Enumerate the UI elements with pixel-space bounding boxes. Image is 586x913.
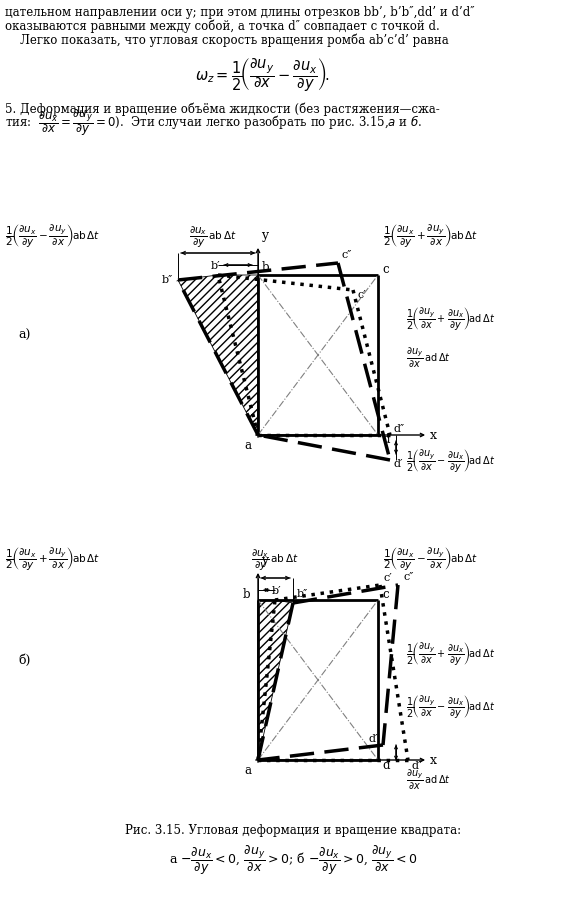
Text: c′: c′ — [384, 573, 393, 583]
Text: y: y — [261, 228, 268, 242]
Text: оказываются равными между собой, а точка d″ совпадает с точкой d.: оказываются равными между собой, а точка… — [5, 19, 440, 33]
Text: c: c — [382, 587, 389, 601]
Text: d′: d′ — [394, 459, 404, 469]
Text: $\dfrac{1}{2}\!\left(\dfrac{\partial u_x}{\partial y} - \dfrac{\partial u_y}{\pa: $\dfrac{1}{2}\!\left(\dfrac{\partial u_x… — [383, 544, 478, 572]
Text: $\dfrac{1}{2}\!\left(\dfrac{\partial u_x}{\partial y} + \dfrac{\partial u_y}{\pa: $\dfrac{1}{2}\!\left(\dfrac{\partial u_x… — [5, 544, 100, 572]
Text: $\dfrac{1}{2}\!\left(\dfrac{\partial u_y}{\partial x} + \dfrac{\partial u_x}{\pa: $\dfrac{1}{2}\!\left(\dfrac{\partial u_y… — [406, 305, 495, 331]
Text: тия:  $\dfrac{\partial u_x}{\partial x} = \dfrac{\partial u_y}{\partial y} = 0$): тия: $\dfrac{\partial u_x}{\partial x} =… — [5, 108, 423, 139]
Text: a: a — [244, 438, 251, 452]
Text: $\dfrac{\partial u_y}{\partial x}\,\mathrm{ad}\,\Delta t$: $\dfrac{\partial u_y}{\partial x}\,\math… — [406, 346, 451, 370]
Text: $\omega_z = \dfrac{1}{2}\!\left(\dfrac{\partial u_y}{\partial x} - \dfrac{\parti: $\omega_z = \dfrac{1}{2}\!\left(\dfrac{\… — [195, 56, 330, 92]
Text: x: x — [430, 428, 437, 442]
Text: $\dfrac{1}{2}\!\left(\dfrac{\partial u_y}{\partial x} - \dfrac{\partial u_x}{\pa: $\dfrac{1}{2}\!\left(\dfrac{\partial u_y… — [406, 446, 495, 474]
Text: 5. Деформация и вращение объёма жидкости (без растяжения—сжа-: 5. Деформация и вращение объёма жидкости… — [5, 102, 440, 116]
Text: d″: d″ — [394, 424, 405, 434]
Text: а): а) — [18, 329, 30, 341]
Text: y: y — [261, 553, 268, 566]
Text: d′: d′ — [369, 734, 378, 744]
Polygon shape — [178, 275, 258, 435]
Text: $\dfrac{\partial u_x}{\partial y}\,\mathrm{ab}\,\Delta t$: $\dfrac{\partial u_x}{\partial y}\,\math… — [251, 548, 299, 572]
Text: а $-\dfrac{\partial u_x}{\partial y} < 0$, $\dfrac{\partial u_y}{\partial x} > 0: а $-\dfrac{\partial u_x}{\partial y} < 0… — [169, 844, 417, 876]
Text: b: b — [243, 587, 250, 601]
Text: $\dfrac{1}{2}\!\left(\dfrac{\partial u_x}{\partial y} + \dfrac{\partial u_y}{\pa: $\dfrac{1}{2}\!\left(\dfrac{\partial u_x… — [383, 222, 478, 248]
Text: b″: b″ — [162, 275, 173, 285]
Polygon shape — [258, 600, 293, 760]
Text: b: b — [262, 260, 270, 274]
Text: б): б) — [18, 654, 30, 666]
Text: b′: b′ — [272, 586, 282, 596]
Text: Рис. 3.15. Угловая деформация и вращение квадрата:: Рис. 3.15. Угловая деформация и вращение… — [125, 824, 461, 836]
Text: b″: b″ — [297, 589, 308, 599]
Text: d″: d″ — [412, 761, 423, 771]
Text: $\dfrac{1}{2}\!\left(\dfrac{\partial u_y}{\partial x} + \dfrac{\partial u_x}{\pa: $\dfrac{1}{2}\!\left(\dfrac{\partial u_y… — [406, 639, 495, 666]
Text: $\dfrac{1}{2}\!\left(\dfrac{\partial u_x}{\partial y} - \dfrac{\partial u_y}{\pa: $\dfrac{1}{2}\!\left(\dfrac{\partial u_x… — [5, 222, 100, 248]
Text: c″: c″ — [403, 572, 413, 582]
Text: d: d — [382, 433, 390, 446]
Text: $\dfrac{\partial u_x}{\partial y}\,\mathrm{ab}\,\Delta t$: $\dfrac{\partial u_x}{\partial y}\,\math… — [189, 225, 237, 249]
Text: d: d — [382, 759, 390, 771]
Text: цательном направлении оси y; при этом длины отрезков bb’, b’b″,dd’ и d’d″: цательном направлении оси y; при этом дл… — [5, 5, 475, 18]
Text: b′: b′ — [211, 261, 221, 271]
Text: c′: c′ — [357, 290, 366, 300]
Text: x: x — [430, 753, 437, 767]
Text: Легко показать, что угловая скорость вращения ромба ab’c’d’ равна: Легко показать, что угловая скорость вра… — [5, 33, 449, 47]
Text: a: a — [244, 763, 251, 776]
Text: $\dfrac{1}{2}\!\left(\dfrac{\partial u_y}{\partial x} - \dfrac{\partial u_x}{\pa: $\dfrac{1}{2}\!\left(\dfrac{\partial u_y… — [406, 692, 495, 719]
Text: c: c — [382, 263, 389, 276]
Text: c″: c″ — [342, 250, 352, 260]
Text: $\dfrac{\partial u_y}{\partial x}\,\mathrm{ad}\,\Delta t$: $\dfrac{\partial u_y}{\partial x}\,\math… — [406, 768, 451, 792]
